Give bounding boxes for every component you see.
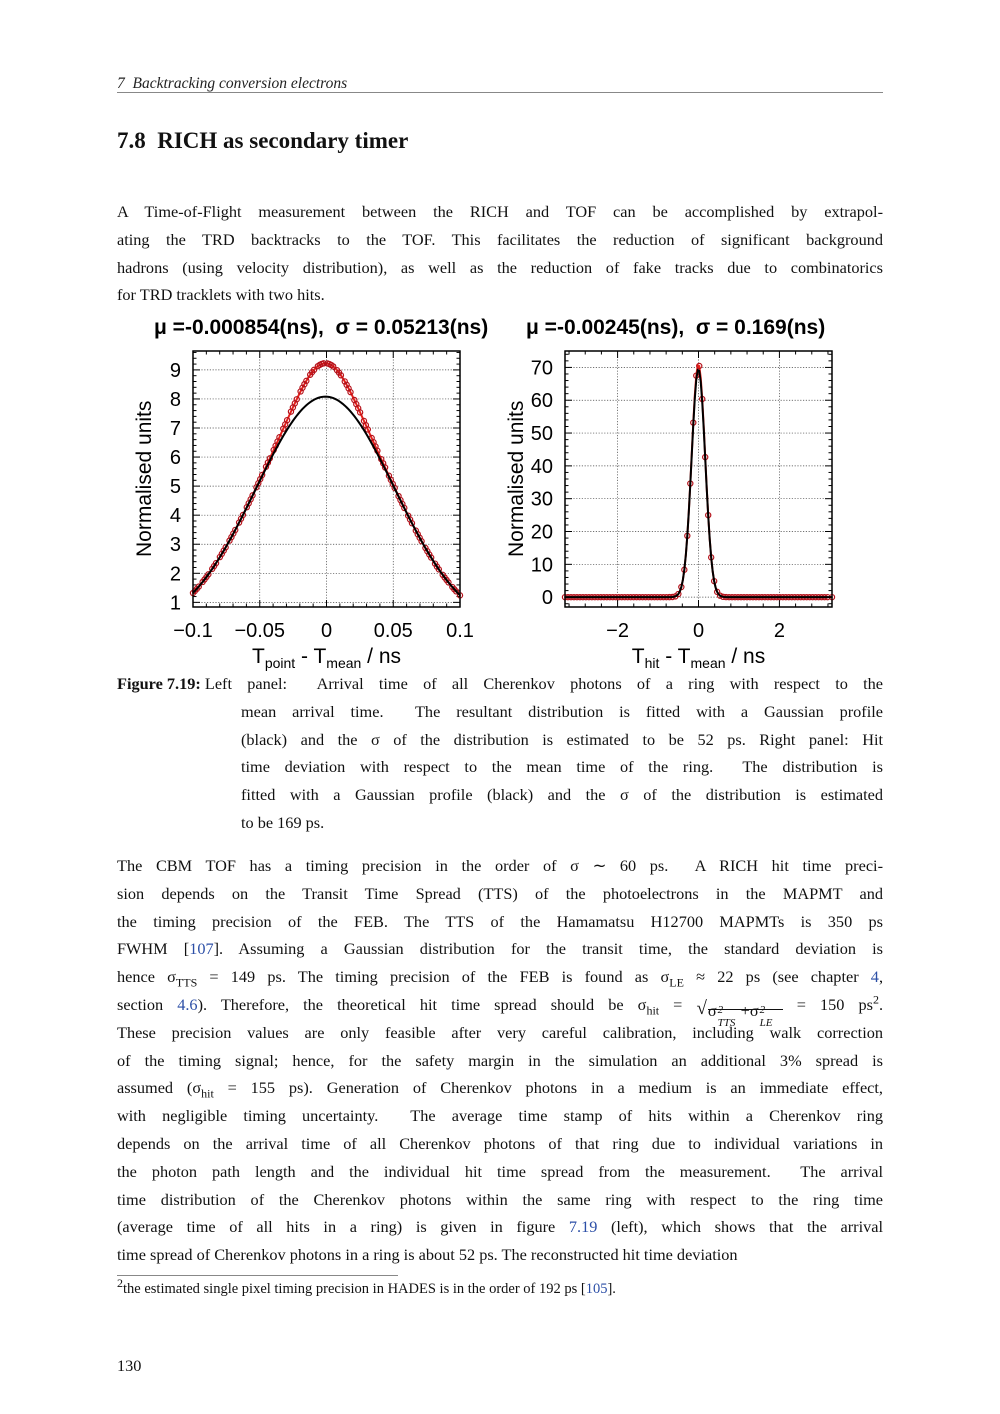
svg-text:7: 7 — [170, 418, 181, 440]
svg-text:6: 6 — [170, 447, 181, 469]
svg-text:4: 4 — [170, 505, 181, 527]
svg-text:9: 9 — [170, 360, 181, 382]
svg-text:0: 0 — [542, 587, 553, 609]
svg-text:1: 1 — [170, 592, 181, 614]
svg-text:−2: −2 — [606, 620, 629, 642]
svg-text:3: 3 — [170, 534, 181, 556]
svg-text:5: 5 — [170, 476, 181, 498]
svg-text:30: 30 — [531, 489, 553, 511]
svg-text:−0.05: −0.05 — [234, 620, 285, 642]
svg-text:70: 70 — [531, 357, 553, 379]
svg-text:10: 10 — [531, 554, 553, 576]
svg-text:2: 2 — [170, 563, 181, 585]
svg-text:0.1: 0.1 — [446, 620, 474, 642]
svg-text:2: 2 — [774, 620, 785, 642]
svg-text:0: 0 — [321, 620, 332, 642]
svg-text:50: 50 — [531, 423, 553, 445]
svg-text:40: 40 — [531, 456, 553, 478]
svg-text:−0.1: −0.1 — [173, 620, 212, 642]
svg-text:0: 0 — [693, 620, 704, 642]
svg-text:60: 60 — [531, 390, 553, 412]
svg-text:8: 8 — [170, 389, 181, 411]
svg-text:0.05: 0.05 — [374, 620, 413, 642]
svg-text:20: 20 — [531, 522, 553, 544]
